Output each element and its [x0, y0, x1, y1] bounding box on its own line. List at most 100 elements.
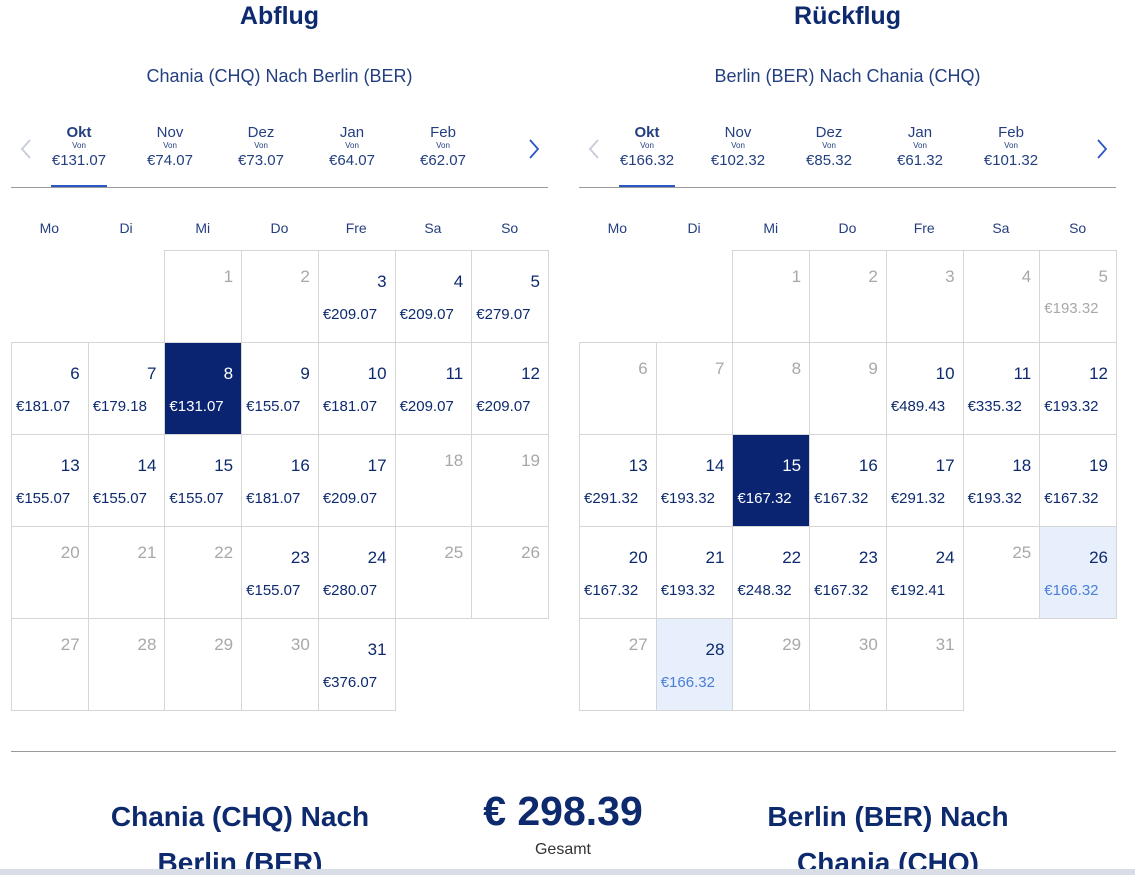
weekday-label: Do	[270, 220, 289, 236]
day-cell[interactable]: 3 €209.07	[317, 250, 396, 343]
month-tab[interactable]: Jan Von €61.32	[880, 124, 960, 170]
day-number: 27	[60, 635, 80, 654]
month-name: Okt	[66, 124, 92, 141]
day-price: €291.32	[584, 490, 639, 507]
prev-month-arrow[interactable]	[19, 138, 33, 160]
day-cell[interactable]: 5 €279.07	[471, 250, 549, 343]
next-month-arrow[interactable]	[527, 138, 541, 160]
day-price: €291.32	[890, 490, 946, 507]
day-cell[interactable]: 14 €155.07	[87, 434, 166, 527]
day-cell[interactable]: 14 €193.32	[655, 434, 734, 527]
month-tab[interactable]: Feb Von €62.07	[403, 124, 483, 170]
day-number: 2	[868, 267, 878, 286]
day-number: 6	[638, 359, 648, 378]
day-cell[interactable]: 13 €291.32	[579, 434, 657, 527]
day-number: 23	[858, 548, 878, 567]
day-cell[interactable]: 12 €193.32	[1039, 342, 1117, 435]
day-cell[interactable]: 12 €209.07	[471, 342, 549, 435]
day-cell: 20	[11, 526, 89, 619]
day-number: 6	[70, 364, 80, 383]
month-name: Nov	[724, 124, 752, 141]
month-tab[interactable]: Feb Von €101.32	[971, 124, 1051, 170]
day-number: 24	[935, 548, 955, 567]
month-tab[interactable]: Nov Von €74.07	[130, 124, 210, 170]
day-cell[interactable]: 8 €131.07	[164, 342, 243, 435]
month-price: €73.07	[238, 152, 284, 169]
day-cell[interactable]: 11 €335.32	[962, 342, 1041, 435]
day-cell[interactable]: 11 €209.07	[394, 342, 473, 435]
day-cell[interactable]: 26 €166.32	[1039, 526, 1117, 619]
month-name: Jan	[339, 124, 365, 141]
day-price: €193.32	[1044, 398, 1099, 415]
day-cell[interactable]: 21 €193.32	[655, 526, 734, 619]
day-cell[interactable]: 7 €179.18	[87, 342, 166, 435]
day-cell[interactable]: 6 €181.07	[11, 342, 89, 435]
prev-month-arrow[interactable]	[587, 138, 601, 160]
day-cell[interactable]: 22 €248.32	[732, 526, 811, 619]
month-name: Dez	[815, 124, 843, 141]
day-cell[interactable]: 28 €166.32	[655, 618, 734, 711]
day-number: 21	[137, 543, 157, 562]
day-cell[interactable]: 18 €193.32	[962, 434, 1041, 527]
day-number: 9	[300, 364, 310, 383]
month-tab[interactable]: Okt Von €166.32	[607, 124, 687, 170]
day-cell[interactable]: 23 €155.07	[241, 526, 319, 619]
day-cell[interactable]: 9 €155.07	[241, 342, 319, 435]
day-cell[interactable]: 15 €155.07	[164, 434, 243, 527]
day-cell[interactable]: 23 €167.32	[809, 526, 887, 619]
next-month-arrow[interactable]	[1095, 138, 1109, 160]
day-cell[interactable]: 24 €192.41	[885, 526, 964, 619]
day-price: €167.32	[737, 490, 792, 507]
day-price: €155.07	[246, 398, 301, 415]
day-cell[interactable]: 15 €167.32	[732, 434, 811, 527]
divider	[11, 751, 1116, 752]
day-number: 25	[1012, 543, 1032, 562]
tab-divider	[579, 187, 1116, 188]
day-number: 27	[628, 635, 648, 654]
day-cell: 8	[732, 342, 811, 435]
day-cell[interactable]: 10 €181.07	[317, 342, 396, 435]
day-cell[interactable]: 17 €291.32	[885, 434, 964, 527]
route-label: Berlin (BER) Nach Chania (CHQ)	[714, 66, 981, 86]
from-label: Von	[731, 141, 745, 150]
day-number: 31	[367, 640, 387, 659]
active-month-indicator	[51, 185, 107, 188]
total-label: Gesamt	[534, 841, 591, 858]
day-cell: 29	[164, 618, 243, 711]
day-cell: 26	[471, 526, 549, 619]
day-number: 18	[444, 451, 464, 470]
day-cell[interactable]: 4 €209.07	[394, 250, 473, 343]
day-cell: 5 €193.32	[1039, 250, 1117, 343]
weekday-label: Mi	[195, 220, 211, 236]
day-cell[interactable]: 24 €280.07	[317, 526, 396, 619]
day-number: 1	[223, 267, 234, 286]
day-number: 17	[935, 456, 955, 475]
day-number: 20	[60, 543, 80, 562]
day-cell[interactable]: 17 €209.07	[317, 434, 396, 527]
month-tab[interactable]: Dez Von €73.07	[221, 124, 301, 170]
day-cell[interactable]: 13 €155.07	[11, 434, 89, 527]
weekday-label: Mo	[607, 220, 628, 236]
day-number: 2	[300, 267, 310, 286]
day-number: 16	[290, 456, 310, 475]
day-cell: 3	[885, 250, 964, 343]
month-tab[interactable]: Nov Von €102.32	[698, 124, 778, 170]
day-number: 9	[868, 359, 878, 378]
month-price: €131.07	[51, 152, 107, 169]
day-cell[interactable]: 16 €181.07	[241, 434, 319, 527]
day-cell[interactable]: 19 €167.32	[1039, 434, 1117, 527]
day-number: 12	[521, 364, 540, 383]
day-price: €155.07	[246, 582, 301, 599]
weekday-label: Sa	[992, 220, 1010, 236]
day-cell[interactable]: 16 €167.32	[809, 434, 887, 527]
day-price: €167.32	[1044, 490, 1099, 507]
month-price: €62.07	[420, 152, 466, 169]
day-number: 24	[367, 548, 387, 567]
day-number: 10	[367, 364, 387, 383]
day-cell[interactable]: 31 €376.07	[317, 618, 396, 711]
day-cell[interactable]: 10 €489.43	[885, 342, 964, 435]
month-tab[interactable]: Jan Von €64.07	[312, 124, 392, 170]
day-cell[interactable]: 20 €167.32	[579, 526, 657, 619]
month-tab[interactable]: Dez Von €85.32	[789, 124, 869, 170]
month-tab[interactable]: Okt Von €131.07	[39, 124, 119, 170]
